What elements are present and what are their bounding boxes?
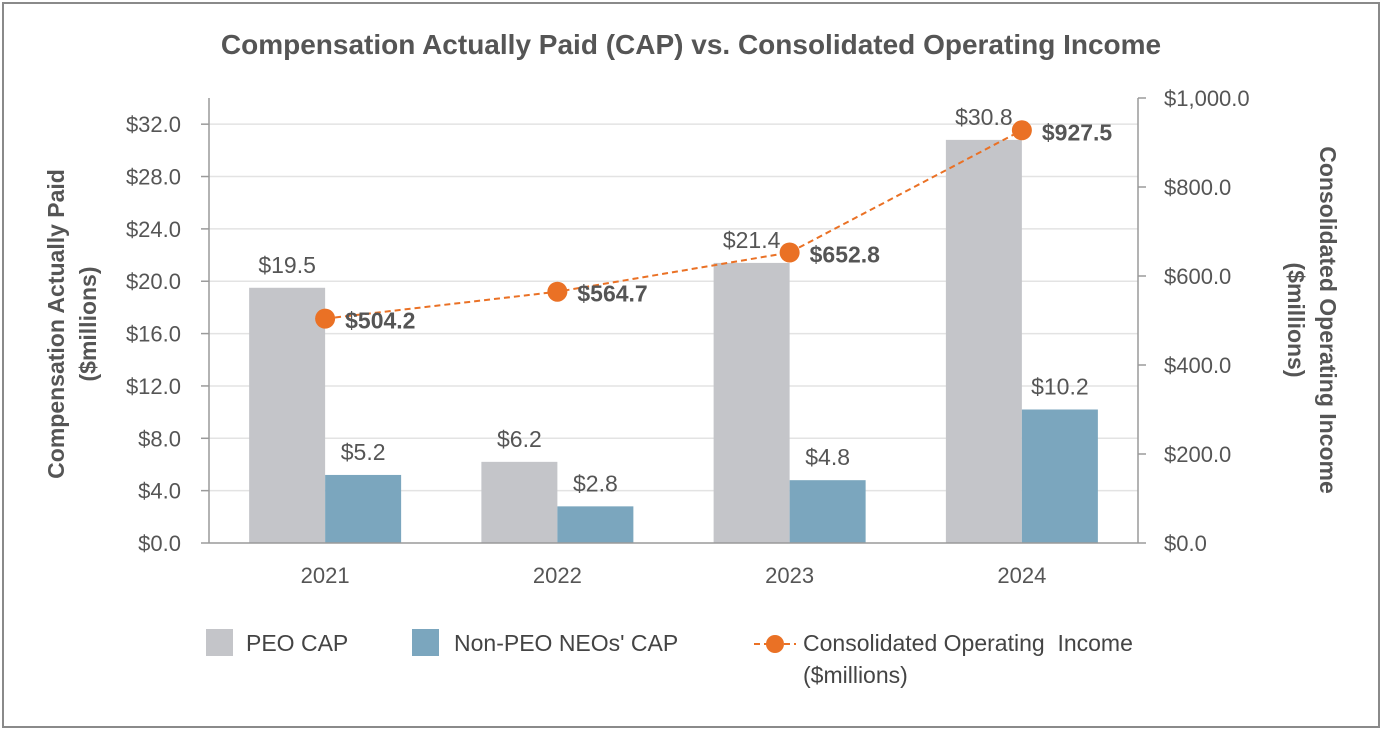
bar-data-label: $5.2	[341, 439, 386, 465]
bar-data-label: $21.4	[723, 227, 781, 253]
legend-label-operating-income-line-2: ($millions)	[803, 662, 908, 688]
legend-label-non-peo-cap: Non-PEO NEOs' CAP	[454, 630, 678, 656]
legend-swatch-peo-cap	[206, 629, 233, 656]
operating-income-point-2022	[547, 281, 568, 302]
bar-marks	[249, 139, 1098, 543]
bar-data-label: $30.8	[955, 104, 1013, 130]
left-axis-title-line-1: Compensation Actually Paid	[43, 169, 69, 479]
legend-swatch-non-peo-cap	[412, 629, 439, 656]
data-labels: $19.5 $6.2 $21.4 $30.8 $5.2 $2.8 $4.8 $10.2 $504…	[258, 104, 1112, 496]
left-axis-title-line-2: ($millions)	[75, 266, 101, 381]
x-tick-label: 2023	[765, 563, 814, 588]
legend-label-operating-income-line-1: Consolidated Operating Income	[803, 630, 1133, 656]
axes: $0.0 $4.0 $8.0 $12.0 $16.0 $20.0 $24.0 $28.0 $32…	[126, 86, 1250, 588]
right-tick-label: $0.0	[1164, 531, 1207, 556]
bar-peo-cap-2022	[481, 461, 558, 543]
operating-income-line	[325, 129, 1023, 320]
left-tick-label: $4.0	[138, 479, 181, 504]
operating-income-point-2024	[1011, 120, 1032, 141]
bar-data-label: $10.2	[1031, 374, 1089, 400]
left-tick-label: $20.0	[126, 269, 181, 294]
bar-data-label: $19.5	[258, 252, 316, 278]
bar-data-label: $6.2	[497, 426, 542, 452]
line-data-label: $564.7	[577, 281, 647, 307]
right-tick-label: $600.0	[1164, 264, 1231, 289]
right-tick-label: $200.0	[1164, 442, 1231, 467]
left-tick-label: $32.0	[126, 112, 181, 137]
operating-income-point-2023	[779, 242, 800, 263]
bar-peo-cap-2024	[945, 139, 1022, 543]
bar-non-peo-cap-2023	[789, 480, 866, 543]
bar-data-label: $4.8	[805, 444, 850, 470]
gridlines	[209, 123, 1138, 492]
x-tick-label: 2021	[301, 563, 350, 588]
right-axis-title-line-1: Consolidated Operating Income	[1315, 146, 1341, 494]
line-data-label: $927.5	[1042, 119, 1113, 145]
chart-title: Compensation Actually Paid (CAP) vs. Con…	[221, 29, 1161, 60]
x-tick-label: 2022	[533, 563, 582, 588]
left-tick-label: $12.0	[126, 374, 181, 399]
right-tick-label: $800.0	[1164, 175, 1231, 200]
bar-data-label: $2.8	[573, 470, 618, 496]
bar-peo-cap-2023	[713, 262, 790, 543]
left-tick-label: $24.0	[126, 217, 181, 242]
chart: Compensation Actually Paid (CAP) vs. Con…	[43, 29, 1341, 688]
line-series	[315, 120, 1032, 329]
legend: PEO CAP Non-PEO NEOs' CAP Consolidated O…	[206, 629, 1133, 688]
left-tick-label: $8.0	[138, 426, 181, 451]
legend-marker-operating-income	[766, 635, 784, 653]
bar-non-peo-cap-2024	[1021, 409, 1098, 543]
line-data-label: $504.2	[345, 308, 415, 334]
bar-non-peo-cap-2022	[557, 506, 634, 543]
left-tick-label: $28.0	[126, 165, 181, 190]
line-data-label: $652.8	[810, 242, 881, 268]
left-tick-label: $0.0	[138, 531, 181, 556]
x-tick-label: 2024	[997, 563, 1046, 588]
right-axis-title-line-2: ($millions)	[1283, 262, 1309, 377]
right-axis-title: Consolidated Operating Income ($millions…	[1283, 146, 1341, 494]
bar-peo-cap-2021	[249, 287, 326, 543]
left-tick-label: $16.0	[126, 322, 181, 347]
bar-non-peo-cap-2021	[325, 474, 402, 543]
right-tick-label: $1,000.0	[1164, 86, 1250, 111]
right-tick-label: $400.0	[1164, 353, 1231, 378]
left-axis-title: Compensation Actually Paid ($millions)	[43, 169, 101, 479]
legend-label-peo-cap: PEO CAP	[246, 630, 348, 656]
operating-income-point-2021	[315, 308, 336, 329]
